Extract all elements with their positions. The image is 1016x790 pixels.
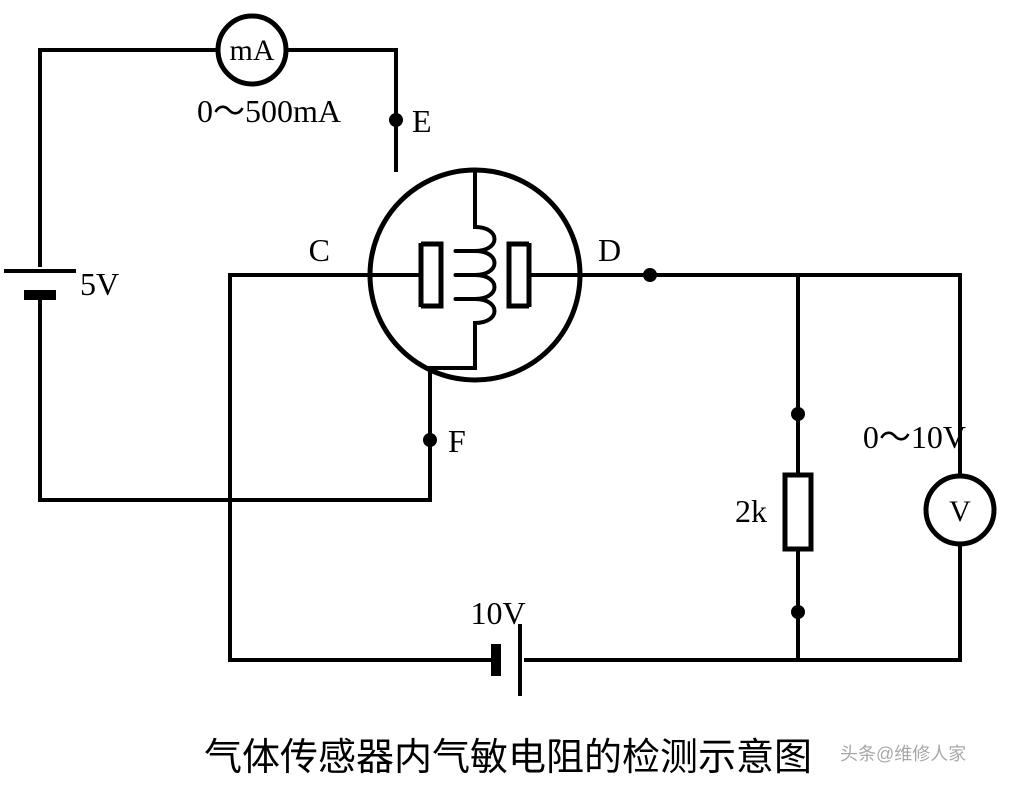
node-D_top bbox=[643, 268, 657, 282]
node-label-D: D bbox=[598, 232, 621, 268]
node-R_bot bbox=[791, 605, 805, 619]
node-label-E: E bbox=[412, 103, 432, 139]
node-F bbox=[423, 433, 437, 447]
battery-bottom-label: 10V bbox=[470, 595, 525, 631]
ammeter-label: mA bbox=[230, 34, 275, 67]
voltmeter-range-label: 0～10V bbox=[863, 419, 966, 455]
node-R_top bbox=[791, 407, 805, 421]
node-label-F: F bbox=[448, 423, 466, 459]
node-label-C: C bbox=[309, 232, 330, 268]
resistor-value-label: 2k bbox=[735, 493, 767, 529]
node-E bbox=[389, 113, 403, 127]
resistor bbox=[785, 475, 811, 549]
watermark: 头条@维修人家 bbox=[840, 744, 966, 764]
voltmeter-label: V bbox=[949, 495, 971, 528]
battery-left-label: 5V bbox=[80, 266, 119, 302]
ammeter-range-label: 0～500mA bbox=[197, 93, 341, 129]
gas-sensor bbox=[370, 170, 580, 380]
figure-caption: 气体传感器内气敏电阻的检测示意图 bbox=[204, 737, 812, 779]
